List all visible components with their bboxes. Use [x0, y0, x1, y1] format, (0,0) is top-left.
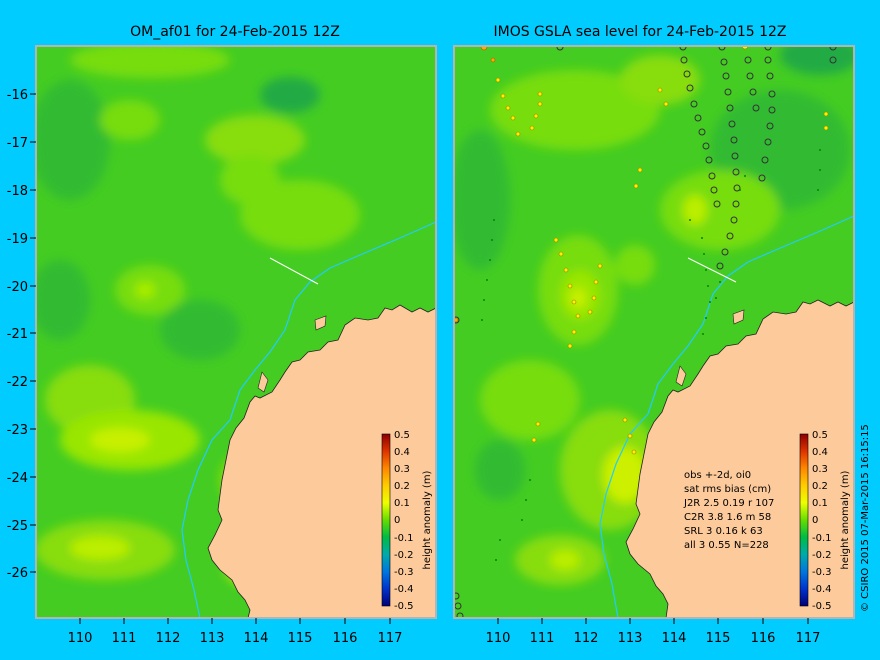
- right-x-axis: 110 111 112 113 114 115 116 117: [486, 618, 821, 646]
- x-tick-label: 117: [796, 631, 821, 646]
- left-australia-land: [207, 304, 436, 618]
- copyright-credit: © CSIRO 2015 07-Mar-2015 16:15:15: [860, 424, 871, 612]
- x-tick-label: 115: [288, 631, 313, 646]
- x-tick-label: 112: [574, 631, 599, 646]
- colorbar-label: height anomaly (m): [840, 470, 851, 569]
- colorbar-tick: 0.2: [394, 481, 410, 492]
- y-tick-label: -25: [7, 519, 28, 534]
- right-australia-land: [625, 299, 854, 618]
- y-tick-label: -24: [7, 471, 28, 486]
- stats-line: obs +-2d, oi0: [684, 470, 751, 481]
- left-panel-frame: [35, 45, 437, 619]
- colorbar-tick: -0.1: [812, 533, 832, 544]
- y-tick-label: -20: [7, 280, 28, 295]
- stats-line: sat rms bias (cm): [684, 484, 771, 495]
- colorbar-tick: 0.3: [812, 464, 828, 475]
- x-tick-label: 113: [618, 631, 643, 646]
- left-colorbar-ramp: [381, 433, 391, 607]
- stats-box: obs +-2d, oi0 sat rms bias (cm) J2R 2.5 …: [683, 470, 774, 551]
- y-tick-label: -23: [7, 423, 28, 438]
- right-shelf-isobath: [599, 215, 854, 618]
- stats-line: SRL 3 0.16 k 63: [684, 526, 763, 537]
- left-x-axis: 110 111 112 113 114 115 116 117: [68, 618, 403, 646]
- satellite-track-observations: [454, 46, 837, 618]
- left-colorbar: 0.5 0.4 0.3 0.2 0.1 0 -0.1 -0.2 -0.3 -0.…: [381, 430, 433, 612]
- right-colorbar-ramp: [799, 433, 809, 607]
- x-tick-label: 113: [200, 631, 225, 646]
- left-panel-title: OM_af01 for 24-Feb-2015 12Z: [130, 24, 340, 40]
- left-anomaly-field: [36, 46, 360, 585]
- colorbar-tick: 0: [394, 515, 400, 526]
- x-tick-label: 116: [751, 631, 776, 646]
- x-tick-label: 114: [662, 631, 687, 646]
- x-tick-label: 110: [68, 631, 93, 646]
- x-tick-label: 110: [486, 631, 511, 646]
- colorbar-tick: -0.4: [394, 584, 414, 595]
- y-tick-label: -19: [7, 232, 28, 247]
- x-tick-label: 116: [333, 631, 358, 646]
- y-tick-label: -22: [7, 375, 28, 390]
- x-tick-label: 111: [530, 631, 555, 646]
- colorbar-tick: 0.5: [812, 430, 828, 441]
- right-section-line: [687, 257, 737, 283]
- colorbar-tick: -0.2: [394, 550, 414, 561]
- stats-line: all 3 0.55 N=228: [684, 540, 769, 551]
- colorbar-tick: -0.2: [812, 550, 832, 561]
- colorbar-tick: 0.4: [812, 447, 828, 458]
- colorbar-tick: -0.4: [812, 584, 832, 595]
- x-tick-label: 114: [244, 631, 269, 646]
- x-tick-label: 117: [378, 631, 403, 646]
- colorbar-tick: -0.1: [394, 533, 414, 544]
- colorbar-tick: -0.5: [394, 601, 414, 612]
- y-tick-label: -21: [7, 327, 28, 342]
- colorbar-label: height anomaly (m): [422, 470, 433, 569]
- right-panel-frame: [453, 45, 855, 619]
- y-axis: -16 -17 -18 -19 -20 -21 -22 -23 -24 -25 …: [7, 88, 36, 581]
- right-panel-title: IMOS GSLA sea level for 24-Feb-2015 12Z: [493, 24, 786, 40]
- y-tick-label: -18: [7, 184, 28, 199]
- x-tick-label: 111: [112, 631, 137, 646]
- y-tick-label: -26: [7, 566, 28, 581]
- colorbar-tick: 0.3: [394, 464, 410, 475]
- right-map-panel: [454, 46, 854, 618]
- left-shelf-isobath: [181, 221, 436, 618]
- left-map-panel: [36, 46, 436, 618]
- colorbar-tick: -0.5: [812, 601, 832, 612]
- x-tick-label: 115: [706, 631, 731, 646]
- right-anomaly-field: [454, 46, 854, 585]
- colorbar-tick: -0.3: [812, 567, 832, 578]
- stats-line: J2R 2.5 0.19 r 107: [683, 498, 774, 509]
- colorbar-tick: 0.4: [394, 447, 410, 458]
- colorbar-tick: 0.1: [812, 498, 828, 509]
- right-colorbar: 0.5 0.4 0.3 0.2 0.1 0 -0.1 -0.2 -0.3 -0.…: [799, 430, 851, 612]
- stats-line: C2R 3.8 1.6 m 58: [684, 512, 771, 523]
- y-tick-label: -16: [7, 88, 28, 103]
- colorbar-tick: 0: [812, 515, 818, 526]
- y-tick-label: -17: [7, 136, 28, 151]
- colorbar-tick: 0.1: [394, 498, 410, 509]
- colorbar-tick: -0.3: [394, 567, 414, 578]
- colorbar-tick: 0.2: [812, 481, 828, 492]
- left-section-line: [269, 257, 319, 285]
- x-tick-label: 112: [156, 631, 181, 646]
- colorbar-tick: 0.5: [394, 430, 410, 441]
